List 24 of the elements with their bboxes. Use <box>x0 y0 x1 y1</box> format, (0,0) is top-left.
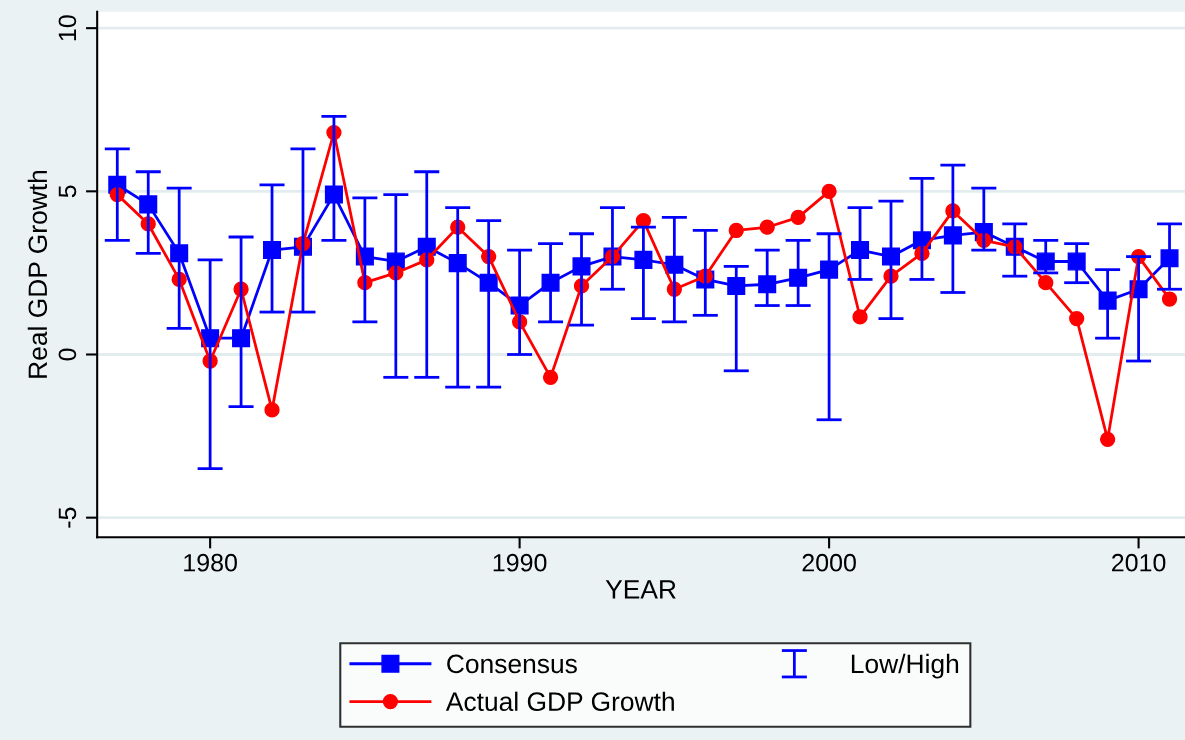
x-tick-label: 2010 <box>1112 553 1166 572</box>
y-tick-label: 10 <box>58 15 77 41</box>
point <box>821 183 837 199</box>
x-tick-label: 1980 <box>184 553 237 572</box>
point <box>1038 275 1054 291</box>
y-axis-title: Real GDP Growth <box>27 170 48 378</box>
point <box>852 309 868 325</box>
legend-label: Consensus <box>447 654 577 674</box>
legend-label: Actual GDP Growth <box>445 691 674 712</box>
point <box>542 369 559 385</box>
x-tick-label: 2000 <box>802 553 856 572</box>
point <box>790 209 806 226</box>
y-tick-label: 0 <box>58 348 77 361</box>
point <box>264 402 280 418</box>
point <box>1069 310 1085 327</box>
y-tick-label: -5 <box>58 507 77 528</box>
y-tick-label: 5 <box>58 185 77 198</box>
x-axis-title: YEAR <box>605 580 676 599</box>
point <box>1161 291 1178 307</box>
text: Low/High <box>851 653 959 679</box>
point <box>728 222 744 239</box>
x-tick-label: 1990 <box>493 553 547 572</box>
point <box>759 219 775 235</box>
point <box>1099 431 1116 447</box>
